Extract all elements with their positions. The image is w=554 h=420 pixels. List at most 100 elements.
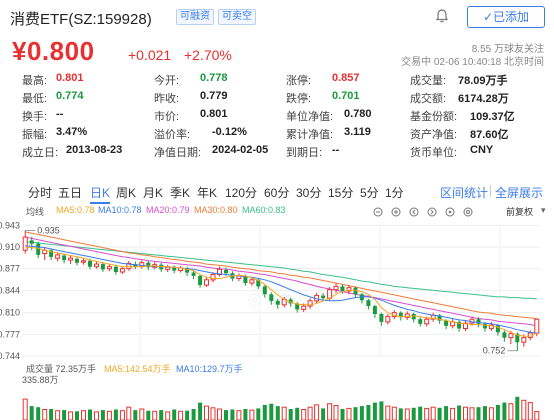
bell-icon[interactable] (434, 8, 450, 24)
tab-5min[interactable]: 5分 (360, 186, 379, 200)
volume-bar (42, 409, 48, 420)
stat-value: -- (332, 144, 340, 156)
added-watchlist-button[interactable]: ✓已添加 (467, 6, 545, 28)
candle (100, 264, 105, 270)
margin-financing-tag: 可融资 (176, 9, 214, 25)
volume-bar (146, 410, 151, 420)
candle (424, 318, 430, 325)
interval-stats-link[interactable]: 区间统计 (440, 186, 489, 200)
candle (262, 286, 267, 295)
stat-label: 市价: (154, 111, 180, 123)
stat-value: 0.778 (200, 72, 228, 84)
volume-bar (515, 396, 520, 420)
candle (418, 319, 423, 324)
candle (301, 305, 307, 310)
candle (288, 299, 293, 304)
volume-bar (437, 407, 442, 420)
tab-quarterly-k[interactable]: 季K (170, 186, 191, 200)
tab-30min[interactable]: 30分 (296, 186, 322, 200)
candle (224, 270, 228, 274)
tab-60min[interactable]: 60分 (264, 186, 290, 200)
fullscreen-link[interactable]: 全屏展示 (495, 186, 544, 200)
tab-weekly-k[interactable]: 周K (116, 186, 137, 200)
stat-label: 货币单位: (410, 147, 458, 159)
ma60-value: MA60:0.83 (242, 205, 286, 215)
period-tabs: 分时 五日 日K 周K 月K 季K 年K 120分 60分 30分 15分 5分… (0, 184, 554, 204)
volume-bar (159, 410, 164, 420)
volume-bar (49, 409, 54, 420)
arrow-right-icon[interactable] (427, 207, 437, 217)
candle (210, 274, 216, 281)
y-tick-label: 0.877 (0, 264, 20, 274)
candle (457, 321, 462, 329)
volume-bar (353, 407, 358, 420)
stat-label: 单位净值: (286, 111, 334, 123)
stat-value: 0.701 (332, 90, 360, 102)
stat-label: 成立日: (22, 147, 59, 159)
candle (534, 318, 540, 334)
candle (404, 313, 410, 318)
stat-value: CNY (470, 144, 494, 156)
chevron-down-icon[interactable]: ▾ (541, 205, 546, 215)
volume-bar (88, 409, 92, 420)
zoom-out-icon[interactable] (373, 207, 383, 217)
low-label: 0.752 (483, 346, 506, 356)
volume-bar (68, 411, 74, 420)
candle (146, 262, 151, 268)
candle (256, 279, 261, 287)
tab-daily-k[interactable]: 日K (90, 184, 111, 204)
candle (113, 266, 118, 272)
reset-icon[interactable] (445, 207, 455, 217)
candle (483, 323, 487, 329)
volume-bar (391, 406, 397, 420)
candle (243, 275, 248, 284)
volume-bar (483, 406, 487, 420)
settings-icon[interactable] (463, 207, 473, 217)
candle (463, 322, 468, 329)
y-tick-label: 0.943 (0, 220, 20, 230)
volume-bar (379, 401, 384, 420)
candle (94, 263, 99, 268)
volume-bar (133, 410, 138, 420)
zoom-in-icon[interactable] (391, 207, 401, 217)
tab-monthly-k[interactable]: 月K (143, 186, 164, 200)
chart-controls (373, 207, 473, 217)
tab-1min[interactable]: 1分 (385, 186, 404, 200)
tab-15min[interactable]: 15分 (328, 186, 354, 200)
tab-120min[interactable]: 120分 (225, 186, 258, 200)
tab-intraday[interactable]: 分时 (28, 186, 53, 200)
candle (372, 306, 377, 314)
arrow-left-icon[interactable] (409, 207, 419, 217)
volume-bar (185, 410, 190, 420)
volume-bar (327, 403, 333, 420)
volume-bar (55, 410, 61, 420)
volume-bar (527, 402, 533, 420)
stat-value: 87.60亿 (470, 129, 509, 141)
candlestick-chart[interactable]: 0.9430.9100.8770.8440.8100.7770.744◎ ≋≋0… (0, 218, 554, 362)
candle (172, 266, 177, 271)
ma-legend: 均线 MA5:0.78 MA10:0.78 MA20:0.79 MA30:0.8… (0, 205, 554, 219)
tab-five-day[interactable]: 五日 (58, 186, 83, 200)
stat-label: 跌停: (286, 93, 312, 105)
volume-bar (424, 407, 430, 420)
stat-label: 昨收: (154, 93, 180, 105)
volume-bar (488, 407, 494, 420)
adjust-mode[interactable]: 前复权 (506, 207, 534, 217)
volume-bar (249, 409, 255, 420)
candle (217, 268, 222, 276)
candle (29, 240, 34, 244)
volume-bar (191, 409, 196, 420)
stat-label: 累计净值: (286, 129, 334, 141)
volume-bar (502, 402, 507, 420)
candle (340, 286, 345, 291)
candle (269, 294, 274, 301)
tab-yearly-k[interactable]: 年K (197, 186, 218, 200)
y-tick-label: 0.744 (0, 351, 20, 361)
volume-chart[interactable]: 335.88万 (0, 375, 554, 420)
y-tick-label: 0.810 (0, 308, 20, 318)
stat-value: 3.119 (344, 126, 371, 138)
candle (49, 250, 54, 257)
vol-ma10-value: MA10:129.7万手 (176, 364, 243, 374)
divider (490, 185, 491, 197)
volume-bar (236, 410, 242, 420)
